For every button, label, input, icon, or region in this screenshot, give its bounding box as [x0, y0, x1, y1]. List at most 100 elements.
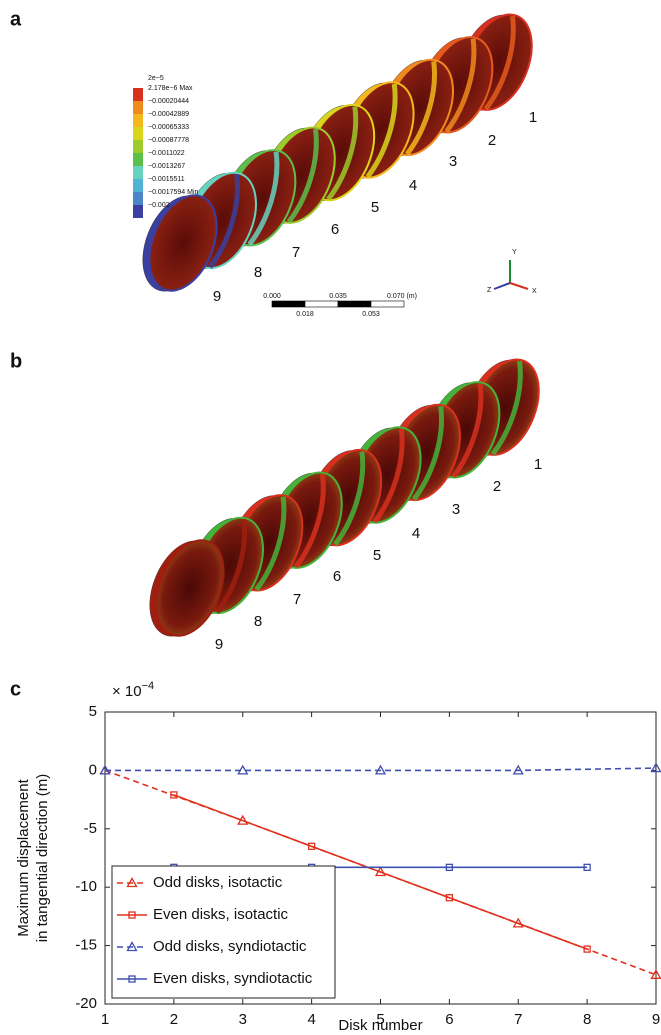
y-axis-label: Maximum displacement: [15, 778, 32, 936]
disk-number: 6: [331, 221, 339, 238]
multiplier: × 10−4: [112, 680, 154, 700]
disk-number: 2: [488, 132, 496, 149]
y-tick-label: -10: [75, 878, 97, 895]
colorbar-label: −0.0015511: [148, 176, 185, 183]
disk-number: 5: [373, 547, 381, 564]
marker: [445, 863, 454, 871]
panel-a: 2e−5 2.178e−6 Max −0.00020444 −0.00042889 −0…: [133, 13, 537, 318]
marker: [237, 764, 249, 775]
marker: [583, 945, 591, 953]
panel-b: 1 2 3 4 5 6 7 8 9: [149, 358, 542, 653]
helix-blade: [293, 473, 326, 569]
disk: [149, 539, 225, 637]
colorbar-label: 2e−5: [148, 75, 164, 82]
helix-blade: [451, 383, 484, 479]
legend-label: Even disks, isotactic: [153, 906, 289, 923]
marker: [374, 764, 387, 775]
axis-z: [493, 282, 511, 290]
helix-blade: [254, 496, 287, 592]
axis-label: Y: [512, 249, 517, 256]
axis-x: [509, 282, 529, 290]
marker: [128, 911, 136, 919]
y-tick-label: 5: [89, 703, 97, 720]
x-tick-label: 6: [445, 1011, 453, 1028]
panel-c: 5 0 -5 -10 -15 -201 2 3 4 5 6 7 8 9 Disk number Maximum…: [15, 680, 661, 1034]
scale-bar: [304, 300, 339, 308]
panel-label: c: [10, 678, 21, 700]
x-tick-label: 7: [514, 1011, 522, 1028]
disk-number: 3: [449, 153, 457, 170]
helix-blade: [412, 406, 444, 501]
series-line: [173, 794, 588, 950]
marker: [99, 764, 111, 775]
disk-number: 8: [254, 613, 262, 630]
disk-number: 4: [409, 177, 417, 194]
helix-blade: [247, 151, 280, 247]
disk-number: 1: [534, 456, 542, 473]
y-axis-label: in tangential direction (m): [34, 774, 51, 942]
x-tick-label: 3: [239, 1011, 247, 1028]
disk-face: [148, 194, 218, 292]
scale-label: 0.000: [263, 293, 281, 300]
colorbar-swatch: [133, 166, 143, 179]
axis-label: X: [532, 288, 537, 295]
disk-number: 2: [493, 478, 501, 495]
disk-number: 9: [215, 636, 223, 653]
colorbar-swatch: [133, 179, 143, 192]
y-tick-label: -5: [84, 820, 97, 837]
colorbar-label: −0.00042889: [148, 111, 189, 118]
marker: [126, 877, 138, 888]
colorbar-label: −0.002: [148, 202, 170, 209]
colorbar-swatch: [133, 114, 143, 127]
marker: [445, 894, 454, 902]
helix-blade: [490, 360, 523, 456]
y-tick-label: -15: [75, 937, 97, 954]
colorbar-label: −0.00020444: [148, 98, 189, 105]
colorbar-swatch: [133, 205, 143, 218]
disk-number: 1: [529, 109, 537, 126]
disk-face: [155, 539, 225, 637]
helix-blade: [444, 38, 477, 134]
disk-number: 7: [293, 591, 301, 608]
marker: [307, 842, 316, 850]
scale-label: 0.035: [329, 293, 347, 300]
y-tick-label: 0: [89, 761, 97, 778]
colorbar-swatch: [133, 88, 143, 101]
colorbar-swatch: [133, 127, 143, 140]
helix-blade: [215, 519, 247, 614]
marker: [650, 968, 661, 979]
disk-number: 7: [292, 244, 300, 261]
disk: [142, 194, 218, 292]
marker: [128, 975, 136, 983]
marker: [170, 791, 178, 799]
helix-blade: [483, 15, 516, 111]
scale-bar: [337, 300, 372, 308]
colorbar-swatch: [133, 101, 143, 114]
panel-label: b: [10, 350, 22, 372]
legend-box: [111, 865, 336, 999]
multiplier-exponent: −4: [142, 680, 155, 692]
colorbar-label: −0.0017594 Min: [148, 189, 199, 196]
disk-number: 4: [412, 525, 420, 542]
scale-bar: [271, 300, 306, 308]
disk-number: 8: [254, 264, 262, 281]
legend-label: Odd disks, syndiotactic: [153, 938, 307, 955]
x-tick-label: 5: [376, 1011, 384, 1028]
helix-blade: [326, 106, 359, 201]
helix-blade: [372, 428, 405, 524]
colorbar-label: −0.0013267: [148, 163, 185, 170]
marker: [512, 764, 524, 775]
marker: [650, 762, 661, 773]
disk-number: 9: [213, 288, 221, 305]
x-axis-label: Disk number: [338, 1017, 422, 1034]
helix-blade: [405, 61, 437, 156]
scale-label: 0.018: [296, 311, 314, 318]
helix-blade: [365, 83, 398, 179]
x-tick-label: 9: [652, 1011, 660, 1028]
helix-blade: [333, 451, 366, 546]
scale-label: 0.053: [362, 311, 380, 318]
series-line: [105, 767, 657, 772]
colorbar-label: −0.0011022: [148, 150, 185, 157]
disk-number: 3: [452, 501, 460, 518]
